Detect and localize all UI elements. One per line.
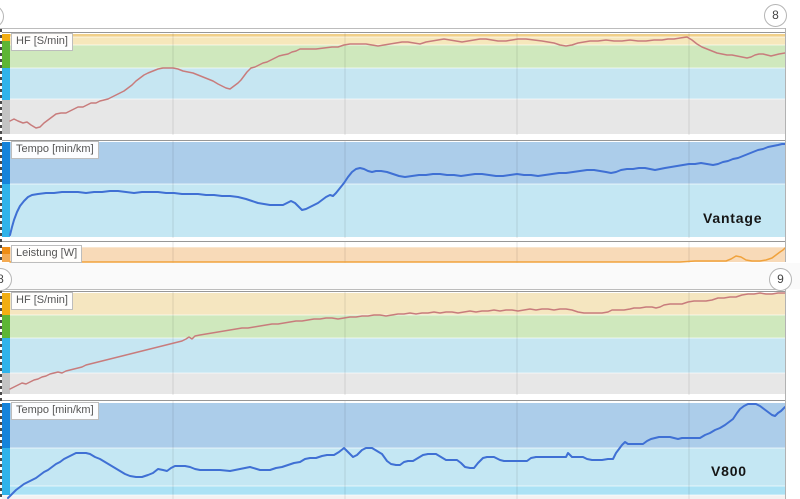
- device-label-vantage: Vantage: [703, 210, 763, 226]
- panel-gap: [0, 263, 800, 289]
- lap-marker-9-mid-text: 9: [777, 272, 784, 286]
- panel-vantage-top-border: [0, 28, 786, 29]
- tempo-label-v800: Tempo [min/km]: [11, 402, 99, 420]
- chart-leistung-vantage[interactable]: [2, 241, 785, 263]
- panel-v800-right-border: [785, 289, 786, 499]
- panel-v800-left-selection-edge[interactable]: [0, 290, 2, 499]
- tempo-label-vantage: Tempo [min/km]: [11, 141, 99, 159]
- panel-vantage-right-border: [785, 28, 786, 262]
- lap-marker-top-left[interactable]: [0, 5, 4, 28]
- lap-marker-8-mid-text: 8: [0, 272, 4, 286]
- chart-tempo-vantage[interactable]: [2, 140, 785, 238]
- chart-hf-vantage[interactable]: [2, 32, 785, 135]
- hf-label-vantage: HF [S/min]: [11, 33, 73, 51]
- hf-label-v800: HF [S/min]: [11, 292, 73, 310]
- device-label-v800: V800: [711, 463, 747, 479]
- panel-v800-top-border: [0, 289, 786, 290]
- leistung-label-vantage: Leistung [W]: [11, 245, 83, 263]
- lap-marker-9-mid[interactable]: 9: [769, 268, 792, 291]
- chart-tempo-v800[interactable]: [2, 400, 785, 499]
- chart-hf-v800[interactable]: [2, 291, 785, 395]
- lap-marker-8-top[interactable]: 8: [764, 4, 787, 27]
- panel-vantage-left-selection-edge[interactable]: [0, 29, 2, 262]
- lap-marker-8-top-text: 8: [772, 8, 779, 22]
